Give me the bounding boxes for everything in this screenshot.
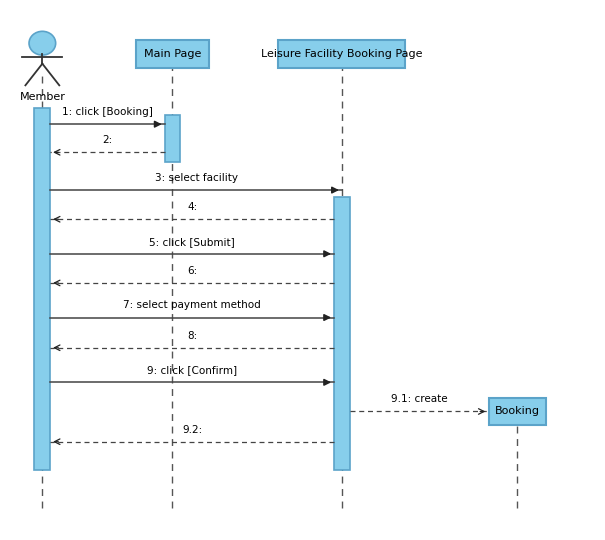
Text: Main Page: Main Page: [144, 49, 201, 59]
Text: 6:: 6:: [187, 266, 197, 276]
Text: 3: select facility: 3: select facility: [154, 173, 238, 183]
Text: Booking: Booking: [495, 407, 540, 416]
Text: 9.1: create: 9.1: create: [391, 394, 447, 404]
Text: 7: select payment method: 7: select payment method: [123, 300, 261, 310]
Circle shape: [29, 31, 56, 55]
Text: 9: click [Confirm]: 9: click [Confirm]: [147, 365, 237, 375]
Text: Member: Member: [19, 92, 65, 102]
Text: 4:: 4:: [187, 202, 197, 212]
Text: 2:: 2:: [102, 135, 113, 145]
FancyBboxPatch shape: [165, 115, 180, 162]
FancyBboxPatch shape: [136, 40, 209, 68]
Text: Leisure Facility Booking Page: Leisure Facility Booking Page: [261, 49, 422, 59]
FancyBboxPatch shape: [278, 40, 405, 68]
Text: 5: click [Submit]: 5: click [Submit]: [149, 237, 235, 247]
Text: 1: click [Booking]: 1: click [Booking]: [62, 107, 153, 117]
FancyBboxPatch shape: [489, 398, 546, 425]
Text: 8:: 8:: [187, 330, 197, 341]
FancyBboxPatch shape: [34, 108, 50, 470]
Text: 9.2:: 9.2:: [182, 424, 202, 435]
FancyBboxPatch shape: [334, 197, 350, 470]
